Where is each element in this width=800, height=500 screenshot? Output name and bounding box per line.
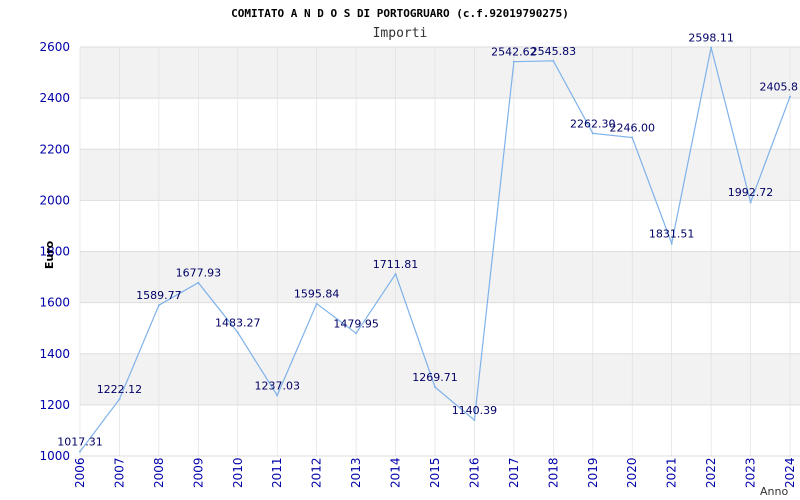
x-tick-label: 2021: [665, 457, 679, 488]
y-tick-label: 1200: [39, 398, 70, 412]
data-labels: 1017.31 1222.12 1589.77 1677.93 1483.27 1237.…: [57, 31, 798, 448]
data-point: [394, 273, 397, 276]
x-tick-label: 2010: [231, 457, 245, 488]
x-tick-label: 2018: [546, 457, 560, 488]
band: [80, 47, 800, 99]
y-tick-label: 2400: [39, 91, 70, 105]
data-point: [552, 59, 555, 62]
data-label: 2246.00: [609, 121, 655, 134]
data-label: 1831.51: [649, 227, 695, 240]
y-tick-label: 1400: [39, 347, 70, 361]
x-tick-label: 2006: [73, 457, 87, 488]
data-point: [512, 60, 515, 63]
data-label: 1595.84: [294, 288, 340, 301]
x-tick-label: 2024: [783, 457, 797, 488]
data-point: [236, 331, 239, 334]
x-tick-label: 2013: [349, 457, 363, 488]
data-point: [710, 46, 713, 49]
y-tick-labels: 1000 1200 1400 1600 1800 2000 2200 2400 2600: [39, 40, 70, 463]
data-label: 2598.11: [688, 31, 734, 44]
data-label: 1222.12: [97, 383, 143, 396]
data-point: [749, 201, 752, 204]
y-tick-label: 2200: [39, 142, 70, 156]
chart-title: COMITATO A N D O S DI PORTOGRUARO (c.f.9…: [231, 7, 569, 20]
data-point: [355, 332, 358, 335]
data-label: 1992.72: [728, 186, 774, 199]
data-label: 1677.93: [176, 267, 222, 280]
data-point: [276, 394, 279, 397]
data-label: 2405.8: [760, 81, 799, 94]
data-label: 1269.71: [412, 371, 458, 384]
x-axis-label: Anno: [760, 485, 788, 498]
data-label: 1711.81: [373, 258, 419, 271]
y-tick-label: 2600: [39, 40, 70, 54]
data-point: [434, 386, 436, 389]
data-point: [631, 136, 634, 139]
y-tick-label: 1800: [39, 245, 70, 259]
data-label: 1483.27: [215, 316, 261, 329]
x-tick-label: 2009: [191, 457, 205, 488]
x-tick-label: 2019: [586, 457, 600, 488]
data-label: 2545.83: [531, 45, 577, 58]
data-point: [79, 450, 81, 453]
chart-subtitle: Importi: [373, 26, 428, 41]
x-tick-label: 2016: [467, 457, 481, 488]
data-label: 1017.31: [57, 436, 103, 449]
x-tick-label: 2022: [704, 457, 718, 488]
x-tick-label: 2015: [428, 457, 442, 488]
grid-lines: [79, 46, 800, 457]
data-label: 1589.77: [136, 289, 182, 302]
data-point: [473, 419, 476, 422]
data-point: [670, 242, 673, 245]
data-point: [197, 281, 200, 284]
plot-bands: [80, 47, 800, 405]
data-point: [789, 95, 791, 98]
data-label: 2262.30: [570, 117, 616, 130]
x-tick-label: 2014: [389, 457, 403, 488]
x-tick-label: 2008: [152, 457, 166, 488]
series-line: [79, 46, 791, 453]
band: [80, 149, 800, 201]
data-point: [157, 304, 160, 307]
y-axis-label: Euro: [43, 240, 56, 269]
x-tick-label: 2017: [507, 457, 521, 488]
data-point: [591, 132, 594, 135]
x-tick-label: 2012: [310, 457, 324, 488]
data-label: 1479.95: [333, 317, 379, 330]
band: [80, 251, 800, 303]
x-tick-labels: 2006 2007 2008 2009 2010 2011 2012 2013 2014 2015…: [73, 457, 797, 488]
data-label: 1140.39: [452, 404, 498, 417]
x-tick-label: 2020: [625, 457, 639, 488]
data-point: [315, 302, 318, 305]
x-tick-label: 2011: [270, 457, 284, 488]
y-tick-label: 1600: [39, 296, 70, 310]
data-label: 1237.03: [254, 379, 300, 392]
band: [80, 353, 800, 405]
data-label: 2542.62: [491, 46, 537, 59]
y-tick-label: 2000: [39, 193, 70, 207]
x-tick-label: 2007: [112, 457, 126, 488]
y-tick-label: 1000: [39, 449, 70, 463]
x-tick-label: 2023: [744, 457, 758, 488]
data-point: [118, 398, 121, 401]
